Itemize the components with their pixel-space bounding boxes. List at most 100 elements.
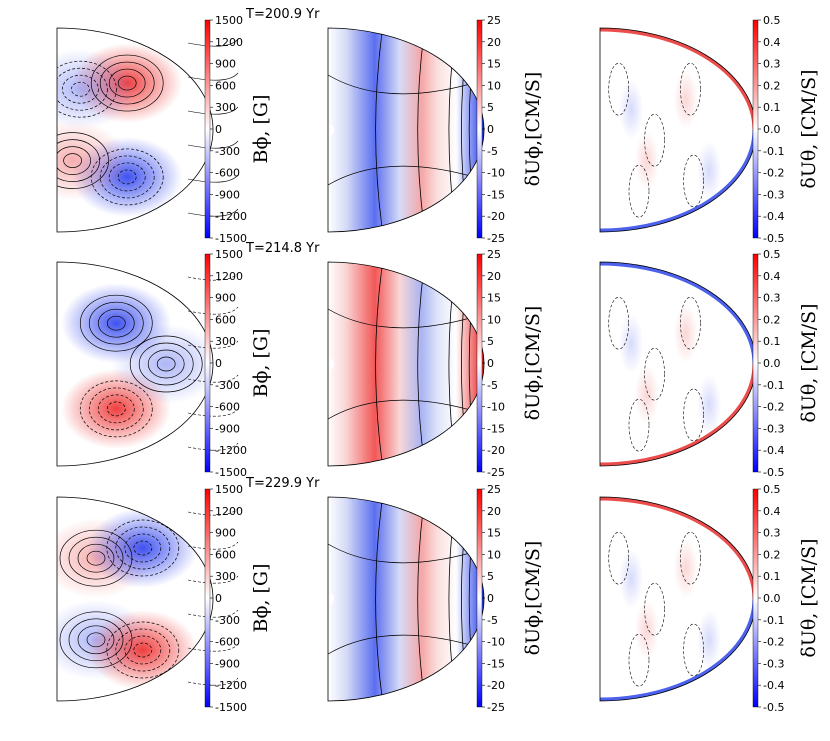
- colorbar-ramp: [476, 253, 483, 473]
- colorbar-tick-label: -0.2: [763, 167, 784, 180]
- colorbar-tick-label: -900: [215, 422, 240, 435]
- colorbar-tick-label: 0: [487, 123, 494, 136]
- field-blob: [673, 538, 698, 599]
- colorbar-tick-label: -10: [487, 636, 505, 649]
- field-blob: [673, 69, 698, 130]
- contour-line: [115, 628, 171, 672]
- colorbar-tick-label: 25: [487, 483, 501, 496]
- contour-line: [106, 519, 180, 577]
- external-field-line: [187, 174, 239, 183]
- colorbar-tick-label: -1200: [215, 210, 247, 223]
- colorbar-tick-label: 0.4: [763, 270, 781, 283]
- contour-line: [106, 621, 180, 679]
- colorbar-tick-label: 0.0: [763, 123, 781, 136]
- time-label-r1: T=200.9 Yr: [245, 7, 320, 22]
- colorbar-tick-label: 15: [487, 58, 501, 71]
- contour-line: [328, 634, 484, 655]
- colorbar-tick-label: -10: [487, 401, 505, 414]
- contour-line: [375, 497, 383, 701]
- colorbar-label: δUθ, [CM/S]: [798, 538, 820, 657]
- colorbar-ramp: [752, 488, 759, 708]
- contour-line: [79, 380, 153, 438]
- contour-line: [71, 81, 90, 97]
- colorbar-tick-label: 0.5: [763, 483, 781, 496]
- contour-line: [68, 618, 124, 662]
- field-blob: [619, 313, 644, 374]
- contour-line: [375, 28, 383, 232]
- contour-line: [117, 75, 137, 91]
- contour-line: [129, 335, 203, 393]
- colorbar-tick-label: -20: [487, 679, 505, 692]
- colorbar-tick-label: 0: [487, 592, 494, 605]
- contour-line: [133, 642, 153, 658]
- colorbar-tick-label: -20: [487, 210, 505, 223]
- contour-line: [644, 582, 665, 636]
- contour-line: [63, 153, 82, 168]
- field-blob: [57, 120, 128, 201]
- contour-line: [86, 550, 106, 566]
- colorbar-tick-label: 0: [487, 357, 494, 370]
- field-r2-c2: [328, 262, 484, 466]
- colorbar-tick-label: 20: [487, 505, 501, 518]
- domain-outline-r2-c2: [327, 261, 485, 467]
- colorbar-tick-label: -0.2: [763, 636, 784, 649]
- colorbar-tick-label: -20: [487, 444, 505, 457]
- field-blob: [57, 49, 136, 130]
- colorbar-tick-label: -5: [487, 379, 498, 392]
- colorbar-ramp: [204, 19, 211, 239]
- contour-line: [88, 387, 144, 431]
- contour-line: [683, 388, 704, 442]
- colorbar-tick-label: -900: [215, 657, 240, 670]
- contour-line: [628, 633, 650, 687]
- contour-line: [328, 308, 484, 329]
- colorbar-tick-label: 0.1: [763, 335, 781, 348]
- colorbar-tick-label: -900: [215, 188, 240, 201]
- contour-line: [417, 497, 426, 701]
- panel-r3-c3: [599, 496, 757, 702]
- contour-line: [138, 342, 194, 386]
- contour-line: [62, 74, 99, 104]
- field-r2-c3: [600, 262, 756, 466]
- colorbar-tick-label: 25: [487, 248, 501, 261]
- colorbar-label: δUϕ,[CM/S]: [522, 306, 544, 421]
- colorbar-tick-label: -10: [487, 167, 505, 180]
- colorbar-tick-label: 20: [487, 36, 501, 49]
- colorbar-ramp: [752, 253, 759, 473]
- contour-line: [77, 543, 115, 573]
- field-r3-c1: [57, 497, 213, 701]
- colorbar-tick-label: 600: [215, 313, 236, 326]
- colorbar-tick-label: -600: [215, 401, 240, 414]
- colorbar-tick-label: -0.5: [763, 466, 784, 479]
- center-hole: [328, 124, 334, 136]
- colorbar-tick-label: -600: [215, 636, 240, 649]
- domain-outline-r3-c1: [56, 496, 214, 702]
- colorbar-tick-label: 0.3: [763, 527, 781, 540]
- field-r2-c1: [57, 262, 213, 466]
- colorbar-r2-c3: 0.5 0.4 0.3 0.2 0.1 0.0 -0.1 -0.2 -0.3 -0.4 -0.5 δU…: [752, 248, 820, 479]
- contour-line: [88, 301, 144, 345]
- colorbar-tick-label: 1200: [215, 270, 243, 283]
- field-blob: [634, 130, 659, 191]
- panel-r2-c1: [56, 261, 239, 467]
- colorbar-tick-label: 0.5: [763, 14, 781, 27]
- field-r3-c2: [328, 497, 484, 701]
- colorbar-ramp: [204, 488, 211, 708]
- colorbar-tick-label: -1200: [215, 679, 247, 692]
- colorbar-r1-c2: 25 20 15 10 5 0 -5 -10 -15 -20 -25 δUϕ,[CM/S]: [476, 14, 544, 245]
- colorbar-tick-label: -0.5: [763, 232, 784, 245]
- time-label-r3: T=229.9 Yr: [245, 476, 320, 491]
- colorbar-tick-label: 600: [215, 79, 236, 92]
- external-field-line: [187, 374, 239, 383]
- colorbar-tick-label: 0.1: [763, 570, 781, 583]
- colorbar-tick-label: -0.4: [763, 444, 784, 457]
- contour-line: [628, 398, 650, 452]
- colorbar-tick-label: -0.1: [763, 614, 784, 627]
- contour-line: [86, 632, 106, 648]
- colorbar-tick-label: 0.4: [763, 505, 781, 518]
- panel-r3-c2: [327, 496, 485, 702]
- contour-line: [57, 132, 109, 189]
- colorbar-tick-label: 0.2: [763, 548, 781, 561]
- colorbar-tick-label: 0.2: [763, 79, 781, 92]
- contour-line: [156, 356, 176, 372]
